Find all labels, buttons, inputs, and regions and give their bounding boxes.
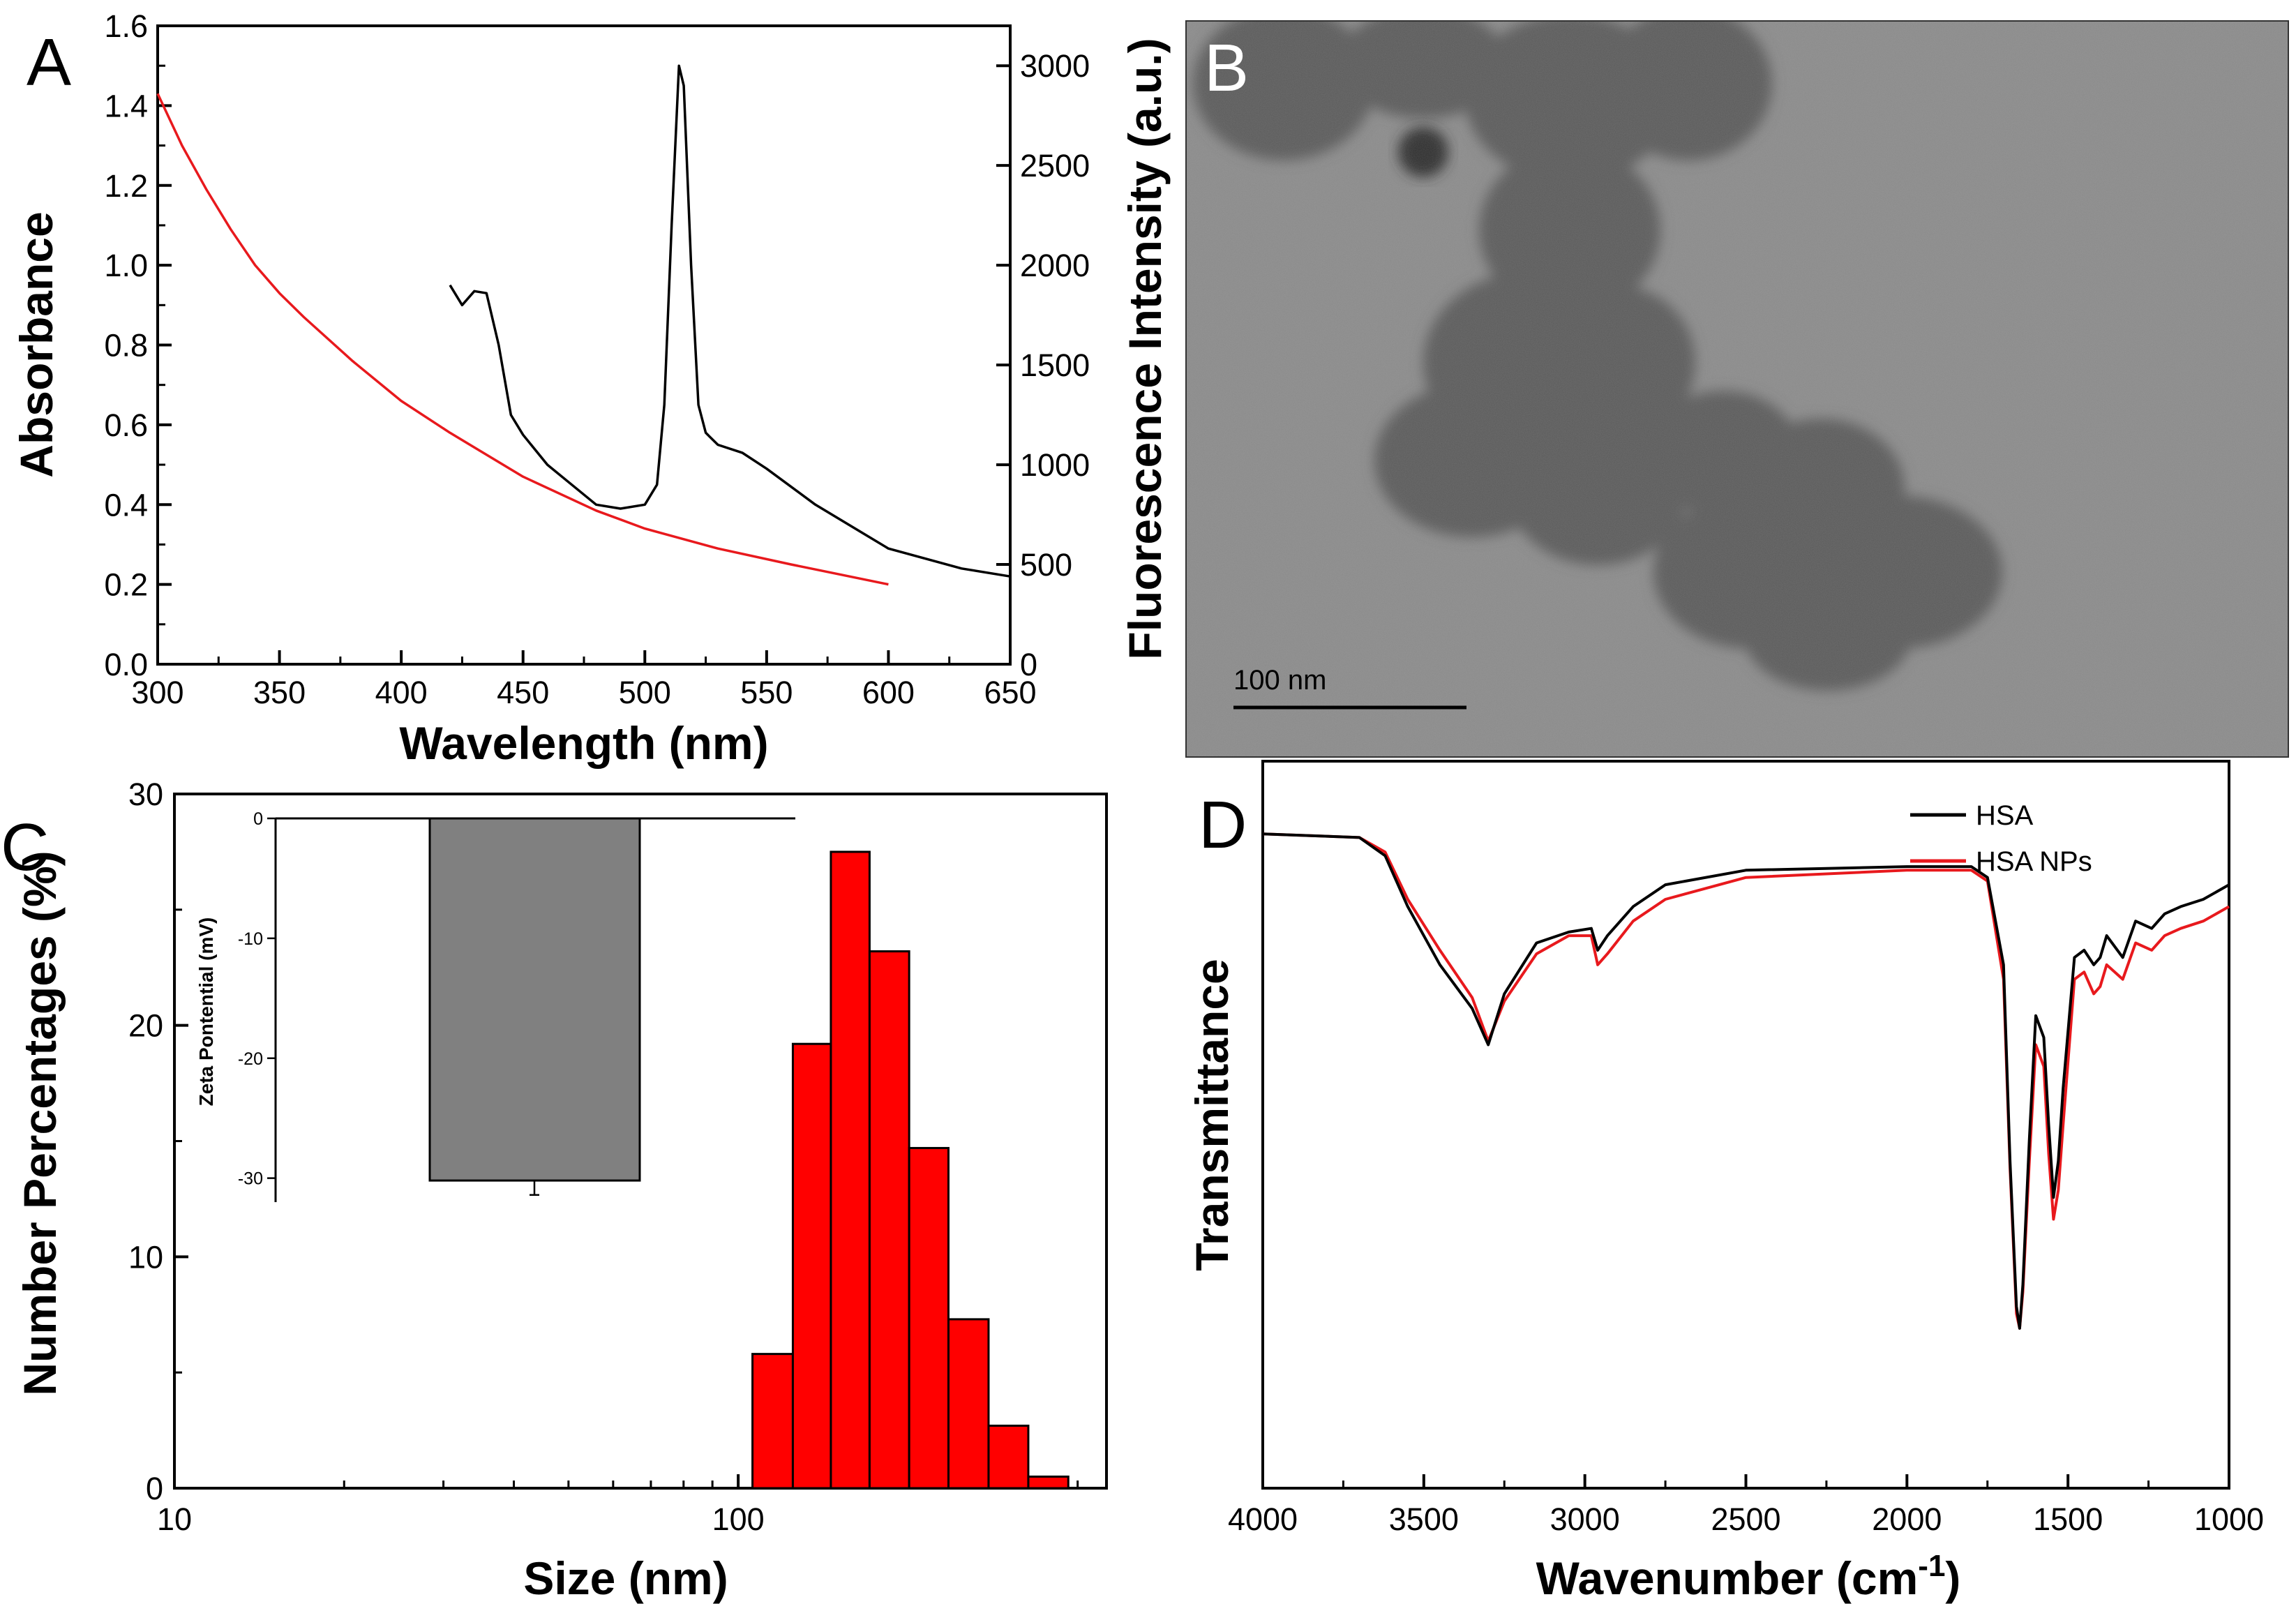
- panel-b-letter: B: [1204, 31, 1249, 105]
- panel-c-histogram-bar: [908, 1146, 950, 1490]
- panel-a-x-tick-label: 600: [862, 675, 915, 710]
- panel-c-histogram-bar: [791, 1042, 832, 1490]
- panel-a-frame: [156, 24, 1012, 666]
- panel-a-y-tick-label: 0.4: [104, 487, 148, 523]
- inset-y-label: Zeta Pontential (mV): [195, 917, 217, 1107]
- panel-a-y-label: Absorbance: [10, 211, 62, 477]
- panel-c-y-tick-label: 30: [128, 777, 163, 812]
- panel-c-histogram-bar: [751, 1353, 794, 1490]
- panel-d-x-tick-label: 2500: [1711, 1501, 1780, 1537]
- panel-d-x-tick-label: 3000: [1550, 1501, 1620, 1537]
- panel-a-y-tick-label: 0.8: [104, 328, 148, 363]
- panel-b: B 100 nm: [1185, 20, 2289, 758]
- legend-hsa-label: HSA: [1976, 800, 2034, 831]
- panel-c-histogram-bar: [868, 950, 910, 1490]
- panel-a: A 300 350 400 450 500 550 600 650 0.00.20.40.60…: [10, 8, 1171, 769]
- panel-d-x-label-tail: ): [1945, 1552, 1960, 1604]
- panel-a-x-tick-label: 300: [131, 675, 183, 710]
- panel-c-histogram-bar: [947, 1318, 990, 1490]
- panel-d-x-tick-label: 2000: [1872, 1501, 1942, 1537]
- panel-a-series: [156, 64, 1011, 586]
- panel-c-x-tick-label: 100: [712, 1501, 765, 1537]
- panel-a-y2-tick-label: 2500: [1020, 148, 1090, 183]
- panel-a-y2-tick-label: 1500: [1020, 347, 1090, 383]
- panel-d-x-tick-label: 1000: [2194, 1501, 2264, 1537]
- panel-a-x-tick-label: 500: [619, 675, 671, 710]
- tem-border: [1185, 20, 2289, 758]
- panel-d-legend: HSA HSA NPs: [1910, 800, 2092, 877]
- panel-c-y-label: Number Percentages (%): [14, 850, 66, 1395]
- panel-d-x-tick-label: 4000: [1228, 1501, 1298, 1537]
- panel-a-y-tick-label: 0.2: [104, 567, 148, 603]
- panel-a-x-tick-label: 350: [253, 675, 306, 710]
- inset-y-tick-label: -30: [238, 1169, 263, 1189]
- zeta-inset: 0 -10 -20 -30 Zeta Pontential (mV): [195, 809, 795, 1202]
- inset-y-tick-label: 0: [253, 809, 263, 829]
- panel-a-x-tick-label: 400: [375, 675, 428, 710]
- panel-d-x-tick-label: 3500: [1389, 1501, 1459, 1537]
- panel-a-y2-tick-label: 3000: [1020, 48, 1090, 84]
- panel-a-series-line: [449, 64, 1011, 578]
- panel-d-x-label-sup: -1: [1918, 1549, 1945, 1583]
- tem-image: [1186, 21, 2288, 757]
- panel-c-y-tick-label: 0: [146, 1471, 163, 1506]
- panel-a-y2-tick-label: 500: [1020, 547, 1072, 583]
- panel-a-x-tick-label: 450: [497, 675, 549, 710]
- panel-d-x-ticks: 4000 3500 3000 2500 2000 1500 1000: [1228, 1474, 2264, 1537]
- inset-y-tick-label: -10: [238, 929, 263, 949]
- panel-d: D 4000 3500 3000 2500 2000 1500 1000 HSA HSA N…: [1186, 760, 2264, 1604]
- panel-a-x-ticks: 300 350 400 450 500 550 600 650: [131, 650, 1037, 710]
- inset-bar-group: [428, 817, 641, 1196]
- panel-c-y-tick-label: 20: [128, 1008, 163, 1044]
- panel-c-x-ticks: 10 100: [157, 1474, 1079, 1537]
- panel-a-y2-tick-label: 1000: [1020, 447, 1090, 483]
- panel-a-y-tick-label: 1.0: [104, 248, 148, 283]
- scale-bar-label: 100 nm: [1233, 665, 1326, 696]
- panel-a-letter: A: [27, 25, 71, 100]
- legend-hsa-nps-label: HSA NPs: [1976, 846, 2092, 877]
- panel-a-y-tick-label: 1.4: [104, 88, 148, 123]
- panel-d-series: [1262, 832, 2230, 1330]
- panel-a-x-label: Wavelength (nm): [399, 717, 768, 769]
- panel-a-x-tick-label: 550: [740, 675, 793, 710]
- panel-a-y2-label: Fluorescence Intensity (a.u.): [1119, 38, 1171, 659]
- panel-c-histogram-bar: [830, 850, 871, 1490]
- panel-a-y2-tick-label: 0: [1020, 647, 1037, 682]
- panel-a-y-tick-label: 1.6: [104, 8, 148, 44]
- panel-c-histogram-bar: [1027, 1475, 1070, 1490]
- panel-d-x-tick-label: 1500: [2033, 1501, 2103, 1537]
- panel-a-y2-ticks: 0 500 1000 1500 2000 2500 3000: [996, 48, 1090, 682]
- inset-zeta-bar: [428, 817, 641, 1182]
- panel-a-x-tick-label: 650: [984, 675, 1036, 710]
- panel-c-histogram-bar: [987, 1424, 1030, 1490]
- panel-a-y-tick-label: 0.6: [104, 407, 148, 443]
- panel-d-letter: D: [1199, 788, 1247, 862]
- inset-y-ticks: 0 -10 -20 -30: [238, 809, 276, 1189]
- panel-d-y-label: Transmittance: [1186, 959, 1238, 1271]
- panel-a-y-tick-label: 1.2: [104, 168, 148, 204]
- panel-c-bars: [751, 850, 1070, 1490]
- inset-y-tick-label: -20: [238, 1049, 263, 1069]
- panel-a-series-line: [156, 93, 889, 586]
- panel-a-y-tick-label: 0.0: [104, 647, 148, 682]
- panel-c-x-tick-label: 10: [157, 1501, 192, 1537]
- panel-d-x-label: Wavenumber (cm-1): [1536, 1549, 1961, 1604]
- panel-c-y-tick-label: 10: [128, 1239, 163, 1275]
- panel-a-y2-tick-label: 2000: [1020, 248, 1090, 283]
- panel-c-x-label: Size (nm): [523, 1552, 728, 1604]
- panel-a-y-ticks: 0.0 0.2 0.4 0.6 0.8 1.0 1.2 1.4 1.6: [104, 8, 172, 682]
- panel-c-letter: C: [1, 810, 49, 885]
- panel-d-series-line: [1262, 832, 2230, 1330]
- panel-d-x-label-main: Wavenumber (cm: [1536, 1552, 1919, 1604]
- panel-c-y-ticks: 0 10 20 30: [128, 777, 188, 1506]
